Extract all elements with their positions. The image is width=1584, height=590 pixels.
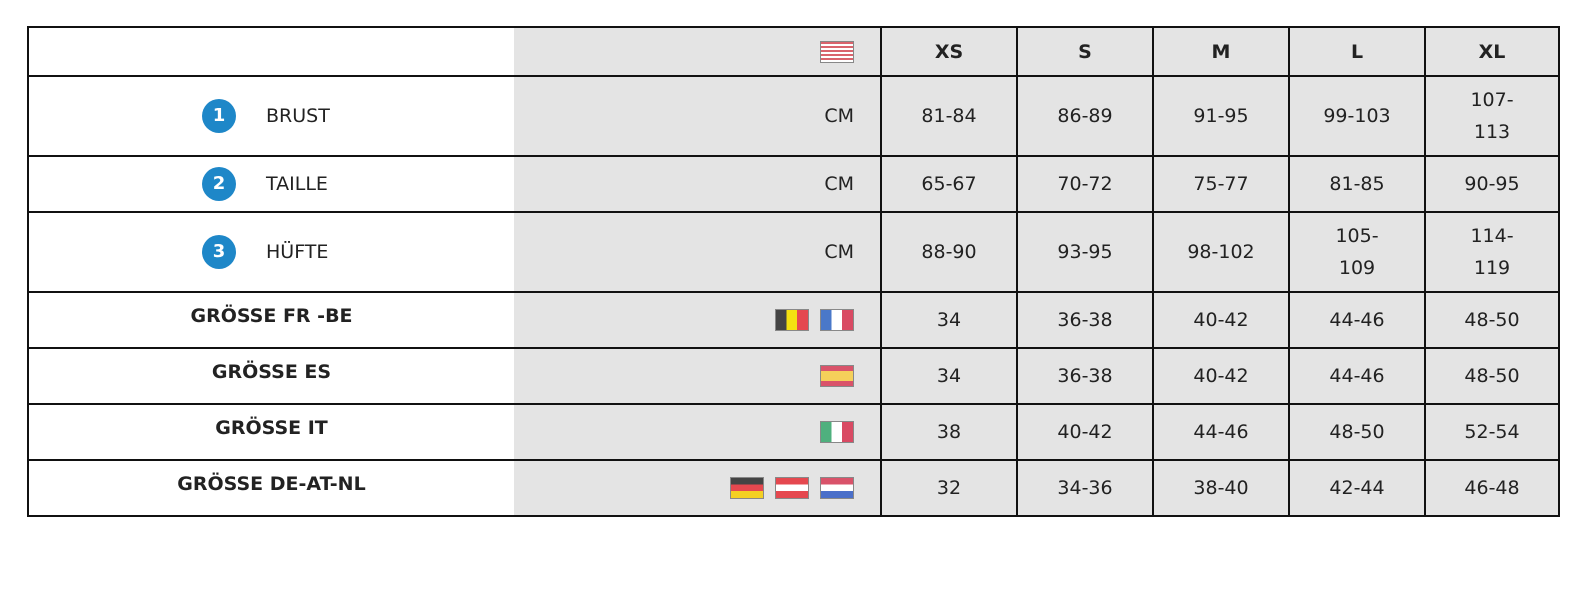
conversion-row: GRÖSSE IT 38 40-42 44-46 48-50 52-54 bbox=[27, 403, 1560, 461]
measurement-label: BRUST bbox=[266, 105, 330, 127]
size-header-s: S bbox=[1016, 26, 1154, 77]
size-header-l: L bbox=[1288, 26, 1426, 77]
value-cell: 34 bbox=[880, 347, 1018, 405]
value-text: 93-95 bbox=[1057, 241, 1113, 263]
value-text: 65-67 bbox=[921, 173, 977, 195]
value-cell: 44-46 bbox=[1288, 291, 1426, 349]
value-text: 107-113 bbox=[1470, 89, 1514, 143]
value-cell: 98-102 bbox=[1152, 211, 1290, 293]
belgium-flag-icon bbox=[775, 309, 809, 332]
value-cell: 44-46 bbox=[1152, 403, 1290, 461]
value-cell: 81-84 bbox=[880, 75, 1018, 157]
value-cell: 40-42 bbox=[1016, 403, 1154, 461]
measurement-label-cell: 3 HÜFTE bbox=[27, 211, 514, 293]
italy-flag-icon bbox=[820, 421, 854, 444]
conversion-label: GRÖSSE ES bbox=[27, 347, 514, 405]
conversion-label: GRÖSSE DE-AT-NL bbox=[27, 459, 514, 517]
value-text: 90-95 bbox=[1464, 173, 1520, 195]
size-chart-table: XS S M L XL 1 BRUST CM 81-84 86-89 91-95 99-103 107-… bbox=[27, 26, 1560, 517]
value-cell: 99-103 bbox=[1288, 75, 1426, 157]
flags-cell bbox=[514, 347, 882, 405]
us-flag-icon bbox=[820, 40, 854, 63]
flags-cell bbox=[514, 291, 882, 349]
value-text: 88-90 bbox=[921, 241, 977, 263]
value-text: 86-89 bbox=[1057, 105, 1113, 127]
value-cell: 32 bbox=[880, 459, 1018, 517]
measurement-label-cell: 1 BRUST bbox=[27, 75, 514, 157]
germany-flag-icon bbox=[730, 477, 764, 500]
flags-cell bbox=[514, 403, 882, 461]
value-text: 114-119 bbox=[1470, 225, 1514, 279]
spain-flag-icon bbox=[820, 365, 854, 388]
value-cell: 46-48 bbox=[1424, 459, 1560, 517]
value-text: 81-84 bbox=[921, 105, 977, 127]
conversion-row: GRÖSSE DE-AT-NL 32 34-36 38-40 42-44 46-48 bbox=[27, 459, 1560, 517]
value-cell: 93-95 bbox=[1016, 211, 1154, 293]
header-flag-cell bbox=[514, 26, 882, 77]
value-cell: 105-109 bbox=[1288, 211, 1426, 293]
value-cell: 65-67 bbox=[880, 155, 1018, 213]
value-cell: 48-50 bbox=[1288, 403, 1426, 461]
france-flag-icon bbox=[820, 309, 854, 332]
value-cell: 40-42 bbox=[1152, 347, 1290, 405]
value-cell: 38 bbox=[880, 403, 1018, 461]
value-cell: 34-36 bbox=[1016, 459, 1154, 517]
value-cell: 52-54 bbox=[1424, 403, 1560, 461]
value-cell: 48-50 bbox=[1424, 291, 1560, 349]
value-cell: 40-42 bbox=[1152, 291, 1290, 349]
conversion-row: GRÖSSE ES 34 36-38 40-42 44-46 48-50 bbox=[27, 347, 1560, 405]
value-cell: 70-72 bbox=[1016, 155, 1154, 213]
size-header-xl: XL bbox=[1424, 26, 1560, 77]
value-text: 99-103 bbox=[1323, 105, 1391, 127]
value-cell: 36-38 bbox=[1016, 347, 1154, 405]
measurement-label: HÜFTE bbox=[266, 241, 329, 263]
conversion-row: GRÖSSE FR -BE 34 36-38 40-42 44-46 48-50 bbox=[27, 291, 1560, 349]
value-text: 98-102 bbox=[1187, 241, 1255, 263]
measurement-row: 1 BRUST CM 81-84 86-89 91-95 99-103 107-113 bbox=[27, 75, 1560, 157]
number-badge: 1 bbox=[202, 99, 236, 133]
conversion-label: GRÖSSE FR -BE bbox=[27, 291, 514, 349]
value-cell: 114-119 bbox=[1424, 211, 1560, 293]
size-header-xs: XS bbox=[880, 26, 1018, 77]
value-cell: 107-113 bbox=[1424, 75, 1560, 157]
value-cell: 91-95 bbox=[1152, 75, 1290, 157]
value-text: 105-109 bbox=[1335, 225, 1379, 279]
unit-cell: CM bbox=[514, 75, 882, 157]
austria-flag-icon bbox=[775, 477, 809, 500]
netherlands-flag-icon bbox=[820, 477, 854, 500]
value-cell: 75-77 bbox=[1152, 155, 1290, 213]
value-cell: 38-40 bbox=[1152, 459, 1290, 517]
header-blank bbox=[27, 26, 514, 77]
number-badge: 2 bbox=[202, 167, 236, 201]
value-text: 75-77 bbox=[1193, 173, 1249, 195]
value-cell: 90-95 bbox=[1424, 155, 1560, 213]
value-text: 70-72 bbox=[1057, 173, 1113, 195]
value-cell: 88-90 bbox=[880, 211, 1018, 293]
value-cell: 86-89 bbox=[1016, 75, 1154, 157]
value-cell: 34 bbox=[880, 291, 1018, 349]
number-badge: 3 bbox=[202, 235, 236, 269]
value-text: 81-85 bbox=[1329, 173, 1385, 195]
value-cell: 48-50 bbox=[1424, 347, 1560, 405]
unit-cell: CM bbox=[514, 211, 882, 293]
flags-cell bbox=[514, 459, 882, 517]
value-cell: 44-46 bbox=[1288, 347, 1426, 405]
value-cell: 36-38 bbox=[1016, 291, 1154, 349]
conversion-label: GRÖSSE IT bbox=[27, 403, 514, 461]
unit-cell: CM bbox=[514, 155, 882, 213]
measurement-row: 3 HÜFTE CM 88-90 93-95 98-102 105-109 114-119 bbox=[27, 211, 1560, 293]
value-cell: 42-44 bbox=[1288, 459, 1426, 517]
value-text: 91-95 bbox=[1193, 105, 1249, 127]
measurement-row: 2 TAILLE CM 65-67 70-72 75-77 81-85 90-95 bbox=[27, 155, 1560, 213]
measurement-label: TAILLE bbox=[266, 173, 328, 195]
size-header-m: M bbox=[1152, 26, 1290, 77]
header-row: XS S M L XL bbox=[27, 26, 1560, 77]
value-cell: 81-85 bbox=[1288, 155, 1426, 213]
measurement-label-cell: 2 TAILLE bbox=[27, 155, 514, 213]
